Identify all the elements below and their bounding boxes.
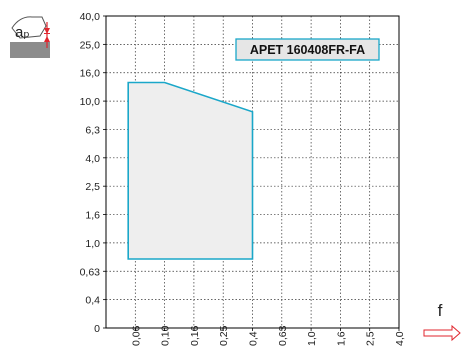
y-tick-label: 25,0: [80, 39, 101, 51]
y-tick-label: 2,5: [85, 181, 100, 193]
x-tick-label: 2,5: [365, 331, 377, 346]
y-tick-label: 40,0: [80, 11, 101, 23]
x-tick-label: 0,06: [130, 325, 142, 346]
y-tick-label: 0,4: [85, 295, 100, 307]
y-tick-label: 16,0: [80, 68, 101, 80]
x-tick-label: 1,0: [306, 331, 318, 346]
cutting-depth-icon: [10, 14, 50, 58]
application-region: [127, 81, 254, 260]
y-tick-label: 1,6: [85, 210, 100, 222]
y-axis-ticks: 0 0,4 0,63 1,0 1,6 2,5 4,0 6,3 10,0 16,0 25,0 40,0: [80, 11, 106, 335]
x-tick-label: 4,0: [394, 331, 406, 346]
chart-grid: [106, 16, 399, 328]
y-tick-label: 0,63: [80, 266, 101, 278]
feed-direction-arrow-icon: [423, 324, 461, 342]
y-tick-label: 6,3: [85, 124, 100, 136]
x-tick-label: 0,63: [277, 325, 289, 346]
chart-title-box: APET 160408FR-FA: [235, 38, 380, 61]
y-tick-label: 0: [94, 323, 100, 335]
x-tick-label: 0,4: [248, 331, 260, 346]
x-tick-label: 0,10: [160, 325, 172, 346]
x-axis-label: f: [438, 301, 443, 320]
y-axis-label: aₚ: [15, 24, 30, 41]
y-tick-label: 10,0: [80, 96, 101, 108]
chart-region-layer: [127, 81, 254, 260]
y-tick-label: 4,0: [85, 153, 100, 165]
x-tick-label: 1,6: [335, 331, 347, 346]
x-tick-label: 0,16: [189, 325, 201, 346]
x-axis-ticks: 0,06 0,10 0,16 0,25 0,4 0,63 1,0 1,6 2,5 4,0: [130, 325, 406, 346]
chart-title: APET 160408FR-FA: [250, 43, 365, 57]
y-tick-label: 1,0: [85, 238, 100, 250]
x-tick-label: 0,25: [218, 325, 230, 346]
